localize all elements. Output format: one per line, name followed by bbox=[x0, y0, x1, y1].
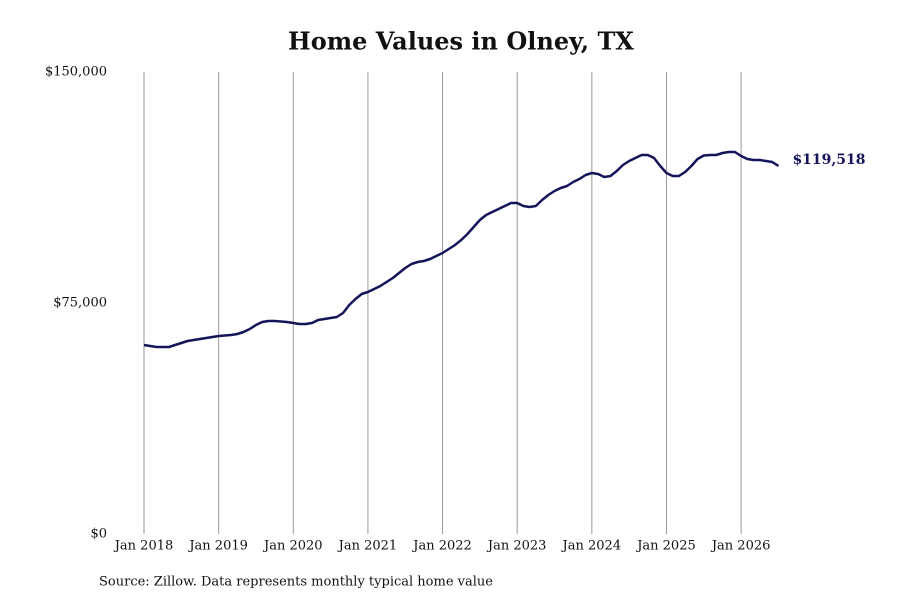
y-tick-label: $75,000 bbox=[53, 296, 107, 311]
x-tick-label: Jan 2023 bbox=[486, 539, 547, 554]
y-tick-label: $150,000 bbox=[45, 65, 107, 80]
source-note: Source: Zillow. Data represents monthly … bbox=[99, 575, 493, 590]
x-tick-label: Jan 2018 bbox=[113, 539, 174, 554]
x-tick-label: Jan 2026 bbox=[710, 539, 771, 554]
chart-title: Home Values in Olney, TX bbox=[288, 27, 634, 56]
y-tick-label: $0 bbox=[90, 527, 107, 542]
x-tick-label: Jan 2022 bbox=[411, 539, 472, 554]
x-tick-label: Jan 2025 bbox=[635, 539, 696, 554]
x-tick-label: Jan 2024 bbox=[561, 539, 622, 554]
x-tick-label: Jan 2021 bbox=[337, 539, 398, 554]
x-tick-label: Jan 2020 bbox=[262, 539, 323, 554]
end-value-label: $119,518 bbox=[792, 152, 865, 168]
line-series bbox=[143, 150, 780, 349]
x-tick-label: Jan 2019 bbox=[187, 539, 248, 554]
